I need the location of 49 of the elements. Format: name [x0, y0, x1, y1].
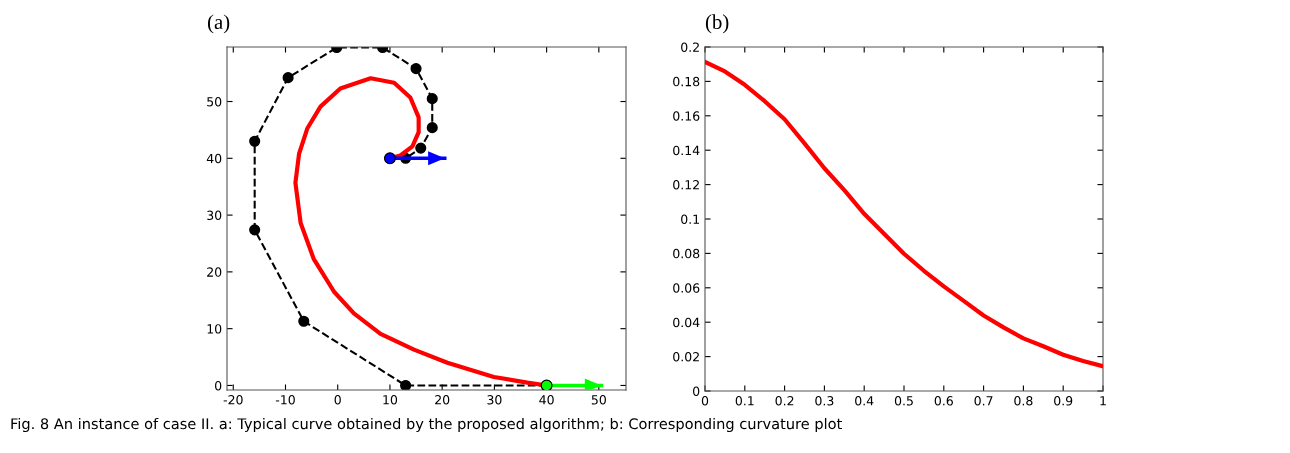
- x-tick-label: 20: [435, 395, 450, 405]
- x-tick-label: 0: [334, 395, 341, 405]
- y-tick-label: 50: [207, 96, 222, 107]
- point: [249, 135, 261, 147]
- x-tick-label: 1: [1100, 396, 1106, 406]
- point: [298, 315, 310, 327]
- y-tick-label: 0.02: [673, 352, 699, 362]
- y-tick-label: 0.1: [681, 214, 699, 224]
- y-tick-label: 0.18: [673, 76, 700, 87]
- x-tick-label: 30: [487, 395, 502, 405]
- y-tick-label: 0: [215, 380, 222, 391]
- x-tick-label: -20: [223, 395, 243, 405]
- chart-title: (b): [705, 14, 729, 34]
- x-tick-label: 0.9: [1054, 396, 1073, 406]
- y-tick-label: 0.04: [673, 317, 700, 328]
- chart-title: (a): [207, 14, 230, 34]
- point: [282, 72, 294, 84]
- x-tick-label: 0.6: [934, 396, 953, 406]
- y-tick-label: 0: [693, 386, 700, 396]
- line-series: [705, 59, 1103, 369]
- x-tick-label: 0: [701, 396, 709, 406]
- y-tick-label: 0.08: [673, 248, 700, 259]
- x-tick-label: 0.5: [894, 396, 913, 406]
- x-tick-label: 0.8: [1014, 396, 1033, 406]
- y-tick-label: 0.14: [673, 145, 700, 156]
- x-tick-label: 10: [383, 395, 398, 405]
- x-tick-label: 40: [539, 395, 554, 405]
- caption: Fig. 8 An instance of case II. a: Typical curve obtained by the proposed algorithm; b: Corresponding curvature plot: [11, 417, 842, 433]
- x-tick-label: 0.7: [974, 396, 993, 406]
- y-tick-label: 0.16: [673, 111, 700, 121]
- x-tick-label: -10: [275, 395, 295, 405]
- x-tick-label: 0.2: [775, 396, 794, 406]
- x-tick-label: 0.1: [735, 396, 754, 406]
- x-tick-label: 0.3: [815, 396, 834, 406]
- point: [400, 379, 412, 390]
- y-tick-label: 10: [207, 324, 222, 334]
- y-tick-label: 40: [206, 153, 222, 164]
- y-tick-label: 0.06: [673, 283, 700, 293]
- point: [415, 142, 427, 154]
- point: [426, 122, 438, 134]
- y-tick-label: 0.2: [681, 42, 699, 52]
- y-tick-label: 30: [207, 210, 222, 221]
- x-tick-label: 0.4: [855, 396, 874, 406]
- point: [426, 93, 438, 105]
- y-tick-label: 20: [207, 267, 222, 277]
- point: [249, 224, 261, 236]
- y-tick-label: 0.12: [673, 180, 699, 190]
- point: [410, 63, 422, 75]
- x-tick-label: 50: [591, 395, 606, 405]
